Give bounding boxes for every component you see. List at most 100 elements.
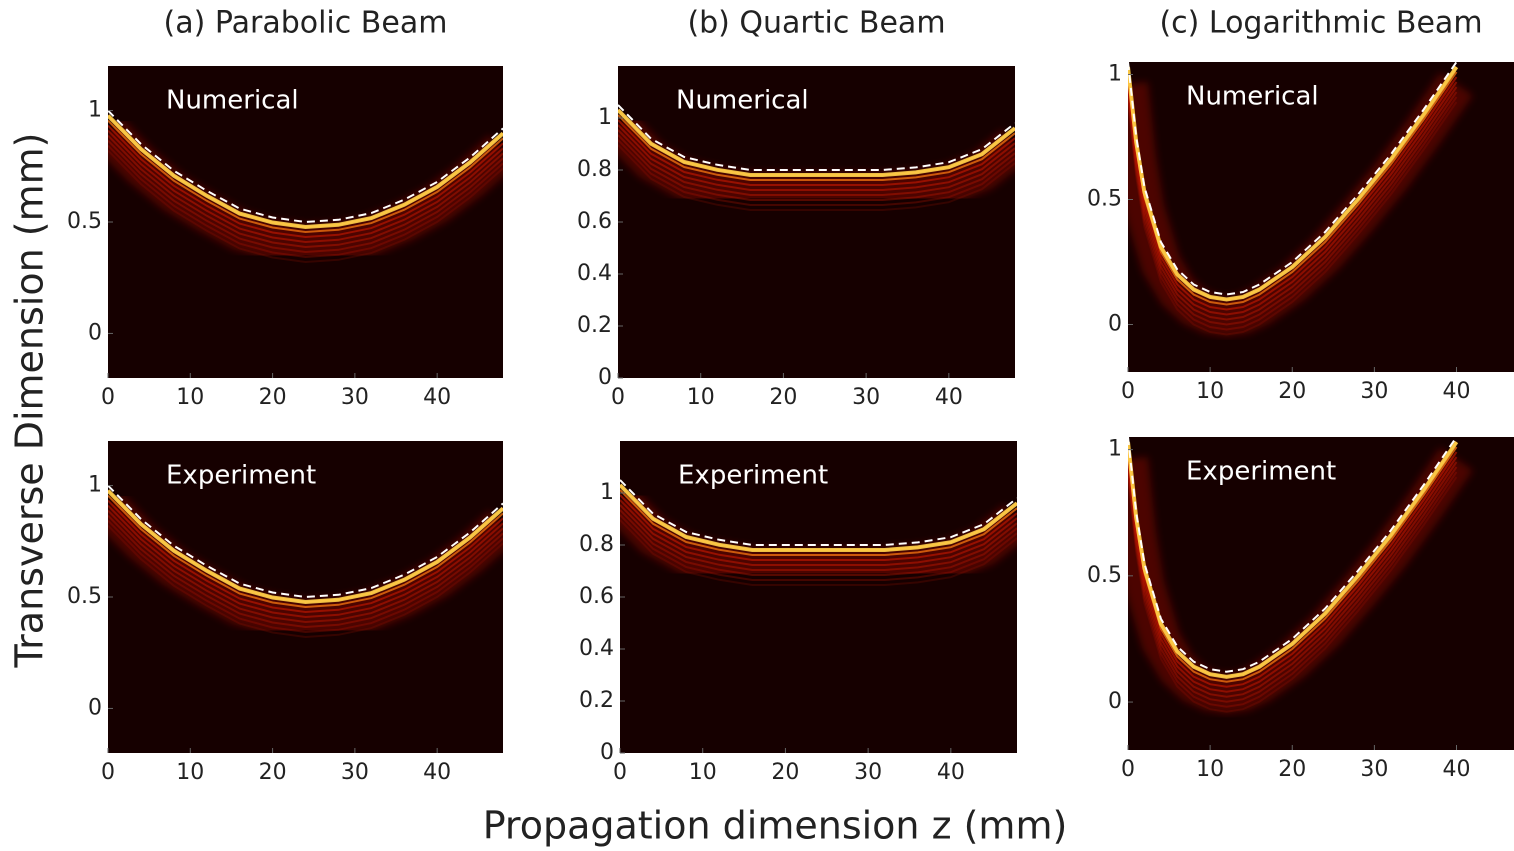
x-tick-label: 10 bbox=[1196, 379, 1224, 404]
x-tick-label: 0 bbox=[1121, 379, 1135, 404]
beam-fringe bbox=[108, 519, 503, 634]
x-tick-label: 30 bbox=[341, 385, 369, 410]
y-tick-label: 0 bbox=[1108, 312, 1122, 337]
x-tick-label: 10 bbox=[689, 760, 717, 785]
y-tick-label: 1 bbox=[598, 105, 612, 130]
plot-area bbox=[620, 479, 1017, 587]
panel-title: (b) Quartic Beam bbox=[687, 6, 945, 41]
x-axis-label: Propagation dimension z (mm) bbox=[483, 804, 1068, 848]
beam-fringe bbox=[620, 494, 1017, 561]
beam-fringe bbox=[108, 509, 503, 624]
beam-glow bbox=[620, 488, 1017, 587]
x-tick-label: 30 bbox=[854, 760, 882, 785]
y-tick-label: 1 bbox=[88, 473, 102, 498]
beam-fringe bbox=[1128, 101, 1458, 336]
plot-area bbox=[108, 484, 503, 640]
y-tick-label: 1 bbox=[600, 480, 614, 505]
beam-fringe bbox=[620, 504, 1017, 571]
y-tick-label: 0.6 bbox=[577, 209, 612, 234]
beam-fringe bbox=[108, 494, 503, 609]
beam-fringe bbox=[1128, 96, 1458, 331]
beam-fringe bbox=[108, 149, 503, 264]
x-tick-label: 40 bbox=[423, 760, 451, 785]
y-tick-label: 0.5 bbox=[67, 209, 102, 234]
beam-fringe bbox=[1128, 456, 1458, 693]
plot-area bbox=[1128, 437, 1474, 715]
y-tick-label: 0.8 bbox=[577, 157, 612, 182]
beam-fringe bbox=[108, 139, 503, 254]
y-tick-label: 0.6 bbox=[579, 584, 614, 609]
beam-core bbox=[1128, 65, 1459, 302]
beam-fringe bbox=[618, 144, 1015, 211]
y-tick-label: 0 bbox=[598, 365, 612, 390]
beam-fringe bbox=[618, 114, 1015, 181]
x-tick-label: 40 bbox=[937, 760, 965, 785]
beam-core bbox=[108, 114, 503, 230]
trajectory bbox=[1128, 437, 1458, 673]
x-tick-label: 10 bbox=[687, 385, 715, 410]
x-tick-label: 20 bbox=[769, 385, 797, 410]
y-tick-label: 1 bbox=[88, 98, 102, 123]
beam-fringe bbox=[1128, 76, 1458, 311]
beam-fringe bbox=[618, 124, 1015, 191]
beam-fringe bbox=[108, 504, 503, 619]
y-tick-label: 0.4 bbox=[577, 261, 612, 286]
beam-core bbox=[108, 489, 503, 605]
beam-fringe bbox=[620, 514, 1017, 581]
x-tick-label: 40 bbox=[423, 385, 451, 410]
y-tick-label: 0.2 bbox=[579, 688, 614, 713]
beam-core bbox=[1128, 440, 1459, 679]
y-tick-label: 0.5 bbox=[67, 584, 102, 609]
beam-glow bbox=[108, 118, 503, 265]
x-tick-label: 0 bbox=[101, 385, 115, 410]
beam-glow bbox=[618, 113, 1015, 212]
x-tick-label: 20 bbox=[1278, 757, 1306, 782]
beam-fringe bbox=[620, 519, 1017, 586]
beam-fringe bbox=[108, 499, 503, 614]
panel-annotation: Numerical bbox=[166, 86, 299, 116]
beam-fringe bbox=[1128, 461, 1458, 698]
y-tick-label: 0 bbox=[88, 695, 102, 720]
x-tick-label: 20 bbox=[1278, 379, 1306, 404]
beam-fringe bbox=[1128, 451, 1458, 688]
y-tick-label: 0.8 bbox=[579, 532, 614, 557]
x-tick-label: 30 bbox=[1360, 757, 1388, 782]
beam-fringe bbox=[108, 124, 503, 239]
beam-fringe bbox=[108, 514, 503, 629]
y-tick-label: 0 bbox=[1108, 689, 1122, 714]
beam-fringe bbox=[1128, 81, 1458, 316]
plot-area bbox=[1128, 62, 1473, 337]
beam-fringe bbox=[108, 144, 503, 259]
y-tick-label: 0 bbox=[88, 320, 102, 345]
beam-fringe bbox=[1128, 471, 1458, 708]
plot-area bbox=[618, 104, 1015, 212]
beam-fringe bbox=[620, 509, 1017, 576]
beam-fringe bbox=[618, 139, 1015, 206]
y-tick-label: 0.5 bbox=[1087, 563, 1122, 588]
x-tick-label: 40 bbox=[1443, 757, 1471, 782]
beam-fringe bbox=[108, 119, 503, 234]
beam-fringe bbox=[618, 129, 1015, 196]
x-tick-label: 0 bbox=[611, 385, 625, 410]
x-tick-label: 30 bbox=[1360, 379, 1388, 404]
beam-fringe bbox=[108, 524, 503, 639]
beam-fringe bbox=[620, 489, 1017, 556]
x-tick-label: 10 bbox=[176, 760, 204, 785]
trajectory bbox=[1128, 62, 1458, 296]
beam-fringe bbox=[1128, 91, 1458, 326]
x-tick-label: 30 bbox=[852, 385, 880, 410]
panel-annotation: Experiment bbox=[1186, 457, 1336, 487]
plot-area bbox=[108, 109, 503, 265]
y-tick-label: 0 bbox=[600, 740, 614, 765]
plot-background bbox=[620, 441, 1017, 753]
beam-fringe bbox=[620, 499, 1017, 566]
beam-fringe bbox=[108, 134, 503, 249]
y-tick-label: 1 bbox=[1108, 62, 1122, 87]
beam-fringe bbox=[1128, 466, 1458, 703]
beam-fringe bbox=[108, 129, 503, 244]
panel-annotation: Numerical bbox=[1186, 82, 1319, 112]
beam-fringe bbox=[618, 119, 1015, 186]
x-tick-label: 20 bbox=[259, 385, 287, 410]
x-tick-label: 40 bbox=[935, 385, 963, 410]
